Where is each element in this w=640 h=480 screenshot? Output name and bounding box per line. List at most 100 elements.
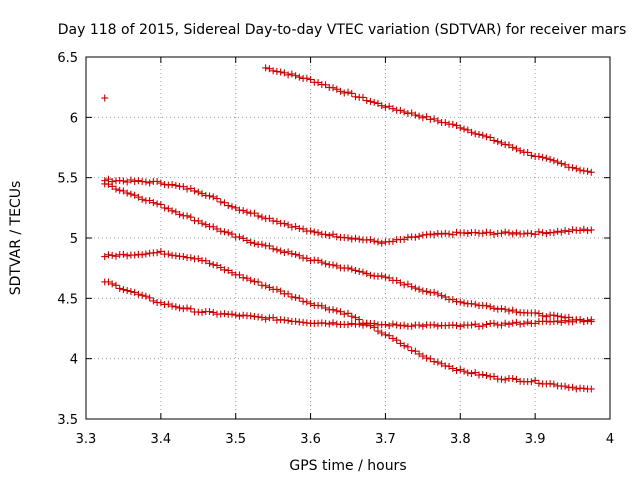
data-point-series-5 [322,304,330,312]
data-point-series-2 [542,154,550,162]
data-point-series-5 [348,312,356,320]
data-point-series-5 [400,342,408,350]
data-point-series-2 [524,148,532,156]
data-point-series-6 [468,321,476,329]
data-point-series-6 [254,313,262,321]
data-point-series-3 [265,214,273,222]
data-point-series-5 [318,302,326,310]
data-point-series-3 [351,234,359,242]
data-point-series-5 [213,261,221,269]
data-point-series-4 [183,212,191,220]
data-point-series-3 [471,228,479,236]
data-point-series-2 [468,128,476,136]
data-point-series-5 [337,308,345,316]
data-point-series-6 [542,317,550,325]
data-point-series-4 [146,196,154,204]
data-point-series-2 [535,152,543,160]
data-point-series-2 [348,89,356,97]
data-point-series-4 [438,292,446,300]
data-point-series-4 [322,260,330,268]
data-point-series-5 [430,358,438,366]
data-point-series-5 [104,251,112,259]
data-point-series-5 [351,314,359,322]
data-point-series-6 [127,288,135,296]
data-point-series-6 [587,316,595,324]
data-point-series-3 [258,213,266,221]
x-tick-label: 4 [606,432,614,447]
data-point-series-6 [134,290,142,298]
data-point-series-4 [235,233,243,241]
data-point-series-6 [381,321,389,329]
data-point-series-6 [179,305,187,313]
data-point-series-4 [535,310,543,318]
data-point-series-3 [157,179,165,187]
data-point-series-5 [172,252,180,260]
data-point-series-2 [329,84,337,92]
plot-frame [85,56,611,420]
data-point-series-5 [587,385,595,393]
data-point-series-2 [322,81,330,89]
data-point-series-3 [520,230,528,238]
data-point-series-2 [587,168,595,176]
data-point-series-6 [116,284,124,292]
data-point-series-5 [531,376,539,384]
x-tick-label: 3.5 [225,432,246,447]
data-point-series-2 [411,111,419,119]
data-point-series-5 [497,375,505,383]
data-point-series-4 [187,213,195,221]
data-point-series-6 [232,311,240,319]
data-point-series-4 [497,305,505,313]
data-point-series-4 [460,299,468,307]
data-point-series-4 [415,285,423,293]
data-point-series-3 [119,177,127,185]
data-point-series-5 [123,252,131,260]
data-point-series-6 [168,302,176,310]
data-point-series-6 [389,320,397,328]
data-point-series-6 [258,314,266,322]
x-axis-label: GPS time / hours [289,458,406,474]
data-point-series-5 [460,367,468,375]
data-point-series-3 [584,227,592,235]
data-point-series-5 [262,282,270,290]
data-point-series-3 [512,229,520,237]
data-point-series-4 [131,191,139,199]
data-point-series-4 [273,246,281,254]
data-point-series-3 [187,184,195,192]
data-point-series-5 [490,372,498,380]
data-point-series-6 [400,321,408,329]
data-point-series-6 [138,291,146,299]
data-point-series-3 [445,230,453,238]
data-point-series-4 [198,219,206,227]
data-point-series-3 [539,229,547,237]
data-point-series-3 [531,230,539,238]
data-point-series-2 [505,141,513,149]
data-point-series-5 [239,274,247,282]
data-point-series-5 [217,264,225,272]
data-point-series-4 [318,258,326,266]
data-point-series-6 [393,321,401,329]
data-point-series-6 [131,288,139,296]
data-point-series-3 [232,204,240,212]
data-point-series-6 [561,317,569,325]
data-point-series-2 [509,143,517,151]
data-point-series-3 [299,225,307,233]
data-point-series-3 [370,237,378,245]
y-tick-label: 5 [70,232,78,247]
data-point-series-4 [393,277,401,285]
data-point-series-3 [292,223,300,231]
data-point-series-2 [381,103,389,111]
data-point-series-3 [131,177,139,185]
x-tick-label: 3.8 [450,432,471,447]
data-point-series-6 [325,320,333,328]
data-point-series-4 [381,273,389,281]
data-point-series-4 [213,225,221,233]
data-point-series-3 [310,228,318,236]
data-point-series-2 [471,130,479,138]
data-point-series-5 [224,266,232,274]
data-point-series-2 [262,64,270,72]
data-point-series-5 [131,251,139,259]
data-point-series-3 [333,233,341,241]
data-point-series-5 [423,354,431,362]
data-point-series-4 [108,182,116,190]
data-point-series-6 [482,320,490,328]
